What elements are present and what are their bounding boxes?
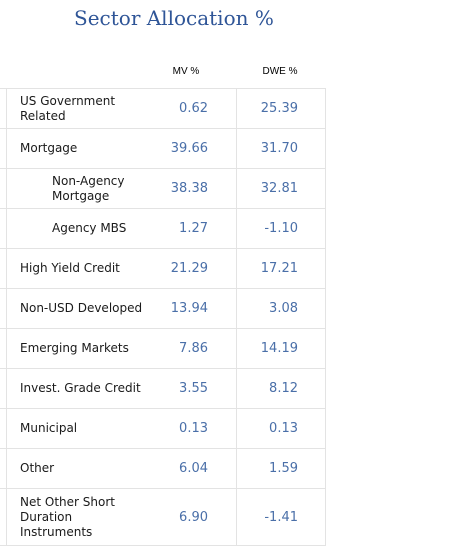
table-row: Non-Agency Mortgage 38.38 32.81 bbox=[0, 168, 326, 208]
mv-value: 3.55 bbox=[179, 381, 208, 396]
row-label: Invest. Grade Credit bbox=[20, 381, 141, 395]
row-label: High Yield Credit bbox=[20, 261, 120, 275]
dwe-value: 0.13 bbox=[269, 421, 298, 436]
mv-value: 39.66 bbox=[170, 141, 208, 156]
row-label: Municipal bbox=[20, 421, 78, 435]
table-header: MV % DWE % bbox=[0, 58, 326, 88]
mv-value: 1.27 bbox=[179, 221, 208, 236]
dwe-value: 14.19 bbox=[260, 341, 298, 356]
row-label: Non-USD Developed bbox=[20, 301, 143, 315]
mv-value: 6.04 bbox=[179, 461, 208, 476]
table-row: Mortgage 39.66 31.70 bbox=[0, 128, 326, 168]
table-row: US Government Related 0.62 25.39 bbox=[0, 88, 326, 128]
table-row: Municipal 0.13 0.13 bbox=[0, 408, 326, 448]
mv-value: 0.13 bbox=[179, 421, 208, 436]
page-title: Sector Allocation % bbox=[74, 6, 274, 30]
dwe-value: 25.39 bbox=[260, 101, 298, 116]
table-row: Other 6.04 1.59 bbox=[0, 448, 326, 488]
table-row: High Yield Credit 21.29 17.21 bbox=[0, 248, 326, 288]
row-label: Non-Agency Mortgage bbox=[52, 173, 125, 203]
mv-value: 13.94 bbox=[170, 301, 208, 316]
row-label: Emerging Markets bbox=[20, 341, 129, 355]
table-row: Agency MBS 1.27 -1.10 bbox=[0, 208, 326, 248]
dwe-value: -1.41 bbox=[264, 509, 298, 525]
dwe-value: 32.81 bbox=[260, 181, 298, 196]
row-label: Agency MBS bbox=[52, 221, 127, 235]
row-label: Net Other Short Duration Instruments bbox=[20, 494, 115, 539]
row-label: Other bbox=[20, 461, 55, 475]
mv-value: 21.29 bbox=[170, 261, 208, 276]
column-header-dwe: DWE % bbox=[262, 66, 298, 77]
table-row: Non-USD Developed 13.94 3.08 bbox=[0, 288, 326, 328]
mv-value: 6.90 bbox=[179, 509, 208, 525]
dwe-value: -1.10 bbox=[264, 221, 298, 236]
dwe-value: 3.08 bbox=[269, 301, 298, 316]
dwe-value: 1.59 bbox=[269, 461, 298, 476]
dwe-value: 17.21 bbox=[260, 261, 298, 276]
row-label: Mortgage bbox=[20, 141, 78, 155]
table-row: Invest. Grade Credit 3.55 8.12 bbox=[0, 368, 326, 408]
table-row: Net Other Short Duration Instruments 6.9… bbox=[0, 488, 326, 546]
mv-value: 0.62 bbox=[179, 101, 208, 116]
mv-value: 38.38 bbox=[170, 181, 208, 196]
mv-value: 7.86 bbox=[179, 341, 208, 356]
row-label: US Government Related bbox=[20, 93, 116, 123]
table-row: Emerging Markets 7.86 14.19 bbox=[0, 328, 326, 368]
column-header-mv: MV % bbox=[172, 66, 200, 77]
dwe-value: 31.70 bbox=[260, 141, 298, 156]
sector-allocation-table: MV % DWE % US Government Related 0.62 25… bbox=[0, 58, 326, 546]
dwe-value: 8.12 bbox=[269, 381, 298, 396]
